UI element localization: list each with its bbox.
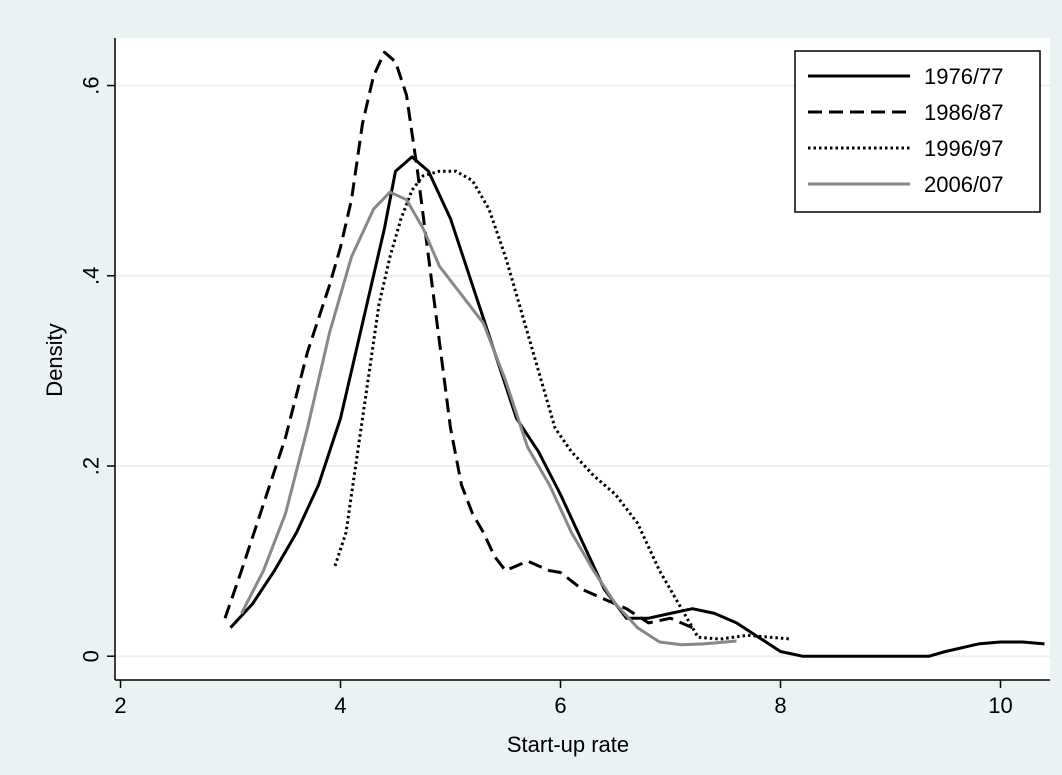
legend-label-2006-07: 2006/07 xyxy=(924,172,1004,197)
legend: 1976/77 1986/87 1996/97 2006/07 xyxy=(794,50,1041,213)
legend-box xyxy=(794,50,1041,213)
y-tick-label: .6 xyxy=(79,76,104,94)
series-line-1996-97 xyxy=(333,169,792,641)
axes xyxy=(114,38,1050,681)
x-tick-label: 8 xyxy=(774,693,786,718)
series-line-1976-77 xyxy=(229,155,1045,658)
x-tick-label: 4 xyxy=(334,693,346,718)
legend-items: 1976/77 1986/87 1996/97 2006/07 xyxy=(808,64,1004,197)
x-tick-label: 10 xyxy=(988,693,1012,718)
legend-label-1986-87: 1986/87 xyxy=(924,100,1004,125)
x-tick-label: 6 xyxy=(554,693,566,718)
y-tick-label: 0 xyxy=(79,650,104,662)
legend-label-1996-97: 1996/97 xyxy=(924,136,1004,161)
x-tick-label: 2 xyxy=(114,693,126,718)
series-line-2006-07 xyxy=(240,190,737,647)
y-axis-title: Density xyxy=(42,323,67,396)
y-tick-label: .4 xyxy=(79,267,104,285)
series-line-1986-87 xyxy=(223,50,694,630)
y-tick-label: .2 xyxy=(79,457,104,475)
legend-label-1976-77: 1976/77 xyxy=(924,64,1004,89)
series-layer xyxy=(223,50,1045,658)
ticks-layer: 2 4 6 8 10 0 .2 .4 .6 xyxy=(79,76,1013,718)
x-axis-title: Start-up rate xyxy=(507,732,629,757)
